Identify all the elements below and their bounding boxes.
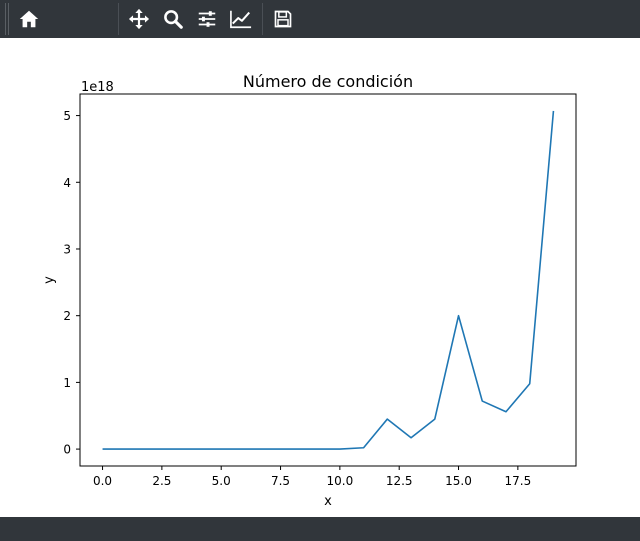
save-button[interactable] xyxy=(269,5,297,33)
series-line xyxy=(102,110,555,450)
configure-subplots-button[interactable] xyxy=(193,5,221,33)
y-axis-offset-text: 1e18 xyxy=(81,80,114,95)
y-tick-label: 1 xyxy=(63,376,71,390)
home-icon xyxy=(19,10,39,28)
y-tick-label: 3 xyxy=(63,242,71,256)
subplots-icon xyxy=(198,11,216,27)
toolbar-separator xyxy=(262,3,263,35)
pan-icon xyxy=(128,8,150,30)
toolbar-grip xyxy=(8,3,9,35)
x-tick-label: 2.5 xyxy=(152,474,171,488)
x-axis-ticks: 0.0 2.5 5.0 7.5 10.0 12.5 15.0 17.5 xyxy=(93,466,531,488)
axes-frame xyxy=(79,93,577,467)
status-bar xyxy=(0,517,640,541)
y-tick-label: 0 xyxy=(63,443,71,457)
x-tick-label: 17.5 xyxy=(504,474,531,488)
pan-button[interactable] xyxy=(125,5,153,33)
x-axis-label: x xyxy=(324,494,332,509)
x-tick-label: 5.0 xyxy=(212,474,231,488)
customize-button[interactable] xyxy=(227,5,255,33)
x-tick-label: 12.5 xyxy=(386,474,413,488)
x-tick-label: 10.0 xyxy=(327,474,354,488)
figure-canvas[interactable]: Número de condición 1e18 0.0 2.5 5.0 7.5 10.… xyxy=(0,38,640,517)
line-chart: Número de condición 1e18 0.0 2.5 5.0 7.5 10.… xyxy=(42,72,577,509)
customize-icon xyxy=(230,10,252,29)
y-tick-label: 4 xyxy=(63,176,71,190)
series-layer xyxy=(102,110,555,450)
y-axis-label: y xyxy=(42,276,57,284)
y-tick-label: 2 xyxy=(63,309,71,323)
zoom-icon xyxy=(164,10,183,29)
zoom-button[interactable] xyxy=(159,5,187,33)
x-tick-label: 7.5 xyxy=(271,474,290,488)
toolbar-grip[interactable] xyxy=(5,3,6,35)
y-axis-ticks: 0 1 2 3 4 5 xyxy=(63,109,80,457)
home-button[interactable] xyxy=(15,5,43,33)
save-icon xyxy=(274,10,292,28)
y-tick-label: 5 xyxy=(63,109,71,123)
navigation-toolbar xyxy=(0,0,640,38)
chart-title: Número de condición xyxy=(243,72,413,91)
toolbar-separator xyxy=(118,3,119,35)
x-tick-label: 0.0 xyxy=(93,474,112,488)
x-tick-label: 15.0 xyxy=(445,474,472,488)
